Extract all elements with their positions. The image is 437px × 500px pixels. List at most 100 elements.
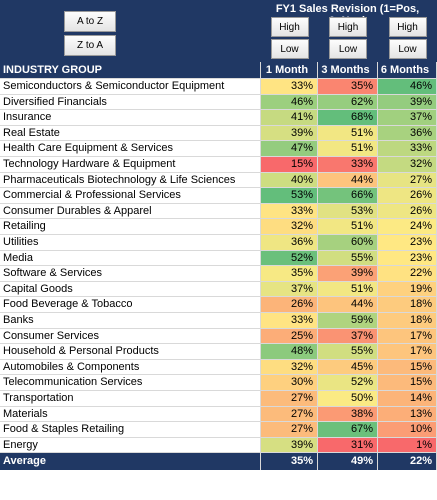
row-label: Media (0, 250, 261, 267)
value-cell: 51% (318, 141, 378, 157)
value-cell: 32% (261, 359, 318, 376)
value-cell: 66% (318, 188, 378, 204)
value-cell: 30% (261, 375, 318, 391)
row-label: Household & Personal Products (0, 344, 261, 360)
value-cell: 33% (261, 203, 318, 220)
value-cell: 27% (261, 391, 318, 407)
sort-button[interactable]: A to Z (64, 11, 116, 32)
value-cell: 46% (261, 94, 318, 111)
value-cell: 59% (318, 313, 378, 329)
value-cell: 33% (261, 313, 318, 329)
value-cell: 1% (378, 437, 437, 454)
row-label: Consumer Durables & Apparel (0, 203, 261, 220)
value-cell: 39% (318, 266, 378, 282)
value-cell: 19% (378, 281, 437, 298)
value-cell: 37% (261, 281, 318, 298)
value-cell: 23% (378, 250, 437, 267)
value-cell: 18% (378, 313, 437, 329)
value-cell: 26% (261, 297, 318, 313)
value-cell: 39% (261, 437, 318, 454)
filter-button[interactable]: Low (270, 39, 309, 59)
row-label: Banks (0, 313, 261, 329)
value-cell: 26% (378, 203, 437, 220)
row-label: Health Care Equipment & Services (0, 141, 261, 157)
filter-button[interactable]: High (388, 17, 427, 37)
row-label: Retailing (0, 219, 261, 235)
value-cell: 53% (261, 188, 318, 204)
filter-button[interactable]: High (270, 17, 309, 37)
filter-button[interactable]: Low (329, 39, 367, 59)
value-cell: 38% (318, 406, 378, 423)
row-label: Insurance (0, 110, 261, 126)
value-cell: 24% (378, 219, 437, 235)
value-cell: 15% (378, 359, 437, 376)
value-cell: 47% (261, 141, 318, 157)
average-label: Average (0, 453, 261, 471)
value-cell: 37% (318, 328, 378, 345)
row-label: Food & Staples Retailing (0, 422, 261, 438)
value-cell: 39% (261, 125, 318, 142)
value-cell: 55% (318, 344, 378, 360)
value-cell: 35% (261, 266, 318, 282)
value-cell: 36% (261, 235, 318, 251)
column-header: 6 Months (378, 62, 437, 79)
value-cell: 10% (378, 422, 437, 438)
row-label: Technology Hardware & Equipment (0, 157, 261, 173)
value-cell: 31% (318, 437, 378, 454)
row-label: Energy (0, 437, 261, 454)
value-cell: 55% (318, 250, 378, 267)
value-cell: 26% (378, 188, 437, 204)
average-cell: 22% (378, 453, 437, 471)
row-label: Utilities (0, 235, 261, 251)
value-cell: 27% (261, 422, 318, 438)
average-cell: 49% (318, 453, 378, 471)
value-cell: 41% (261, 110, 318, 126)
value-cell: 51% (318, 281, 378, 298)
row-label: Telecommunication Services (0, 375, 261, 391)
row-label: Capital Goods (0, 281, 261, 298)
value-cell: 67% (318, 422, 378, 438)
value-cell: 27% (378, 172, 437, 189)
row-label: Commercial & Professional Services (0, 188, 261, 204)
value-cell: 36% (378, 125, 437, 142)
value-cell: 25% (261, 328, 318, 345)
value-cell: 37% (378, 110, 437, 126)
value-cell: 53% (318, 203, 378, 220)
value-cell: 52% (261, 250, 318, 267)
value-cell: 35% (318, 79, 378, 95)
value-cell: 27% (261, 406, 318, 423)
row-label: Pharmaceuticals Biotechnology & Life Sci… (0, 172, 261, 189)
value-cell: 13% (378, 406, 437, 423)
value-cell: 51% (318, 125, 378, 142)
column-header: 3 Months (318, 62, 378, 79)
value-cell: 15% (378, 375, 437, 391)
row-label: Consumer Services (0, 328, 261, 345)
value-cell: 32% (261, 219, 318, 235)
value-cell: 39% (378, 94, 437, 111)
value-cell: 15% (261, 157, 318, 173)
value-cell: 68% (318, 110, 378, 126)
row-label: Food Beverage & Tobacco (0, 297, 261, 313)
value-cell: 44% (318, 297, 378, 313)
average-cell: 35% (261, 453, 318, 471)
filter-button[interactable]: Low (388, 39, 427, 59)
value-cell: 48% (261, 344, 318, 360)
value-cell: 22% (378, 266, 437, 282)
column-header: INDUSTRY GROUP (0, 62, 261, 79)
sort-button[interactable]: Z to A (64, 35, 116, 56)
row-label: Real Estate (0, 125, 261, 142)
value-cell: 60% (318, 235, 378, 251)
filter-button[interactable]: High (329, 17, 367, 37)
value-cell: 14% (378, 391, 437, 407)
value-cell: 33% (318, 157, 378, 173)
value-cell: 23% (378, 235, 437, 251)
value-cell: 45% (318, 359, 378, 376)
value-cell: 40% (261, 172, 318, 189)
value-cell: 32% (378, 157, 437, 173)
row-label: Automobiles & Components (0, 359, 261, 376)
value-cell: 17% (378, 344, 437, 360)
value-cell: 44% (318, 172, 378, 189)
value-cell: 51% (318, 219, 378, 235)
value-cell: 62% (318, 94, 378, 111)
